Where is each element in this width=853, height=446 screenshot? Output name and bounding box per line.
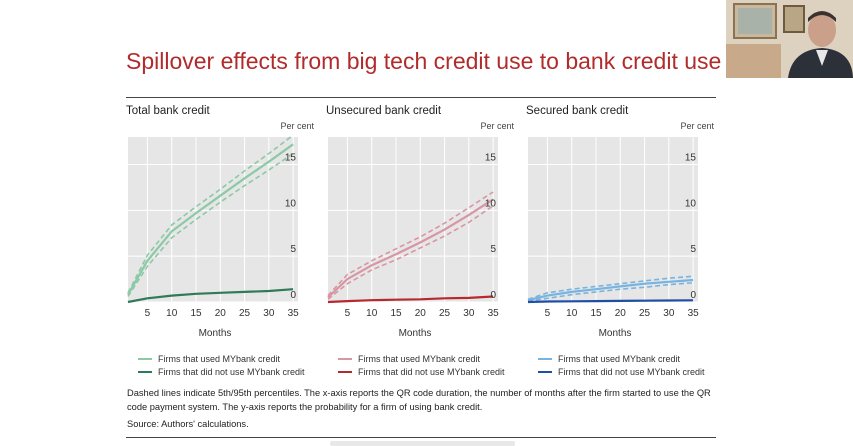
legend-label: Firms that did not use MYbank credit	[358, 366, 505, 377]
y-axis-label: Per cent	[680, 121, 714, 131]
legend-unsecured: Firms that used MYbank credit Firms that…	[338, 352, 528, 378]
x-tick-label: 30	[463, 308, 475, 319]
x-tick-label: 35	[488, 308, 500, 319]
legend-item: Firms that did not use MYbank credit	[138, 365, 328, 378]
plot-area	[328, 137, 498, 302]
x-tick-label: 5	[545, 308, 551, 319]
x-tick-label: 20	[615, 308, 627, 319]
bottom-rule	[126, 437, 716, 438]
legend-label: Firms that used MYbank credit	[558, 353, 681, 364]
chart-total-bank-credit: Per cent 0 5 10 15 5 10 15 20 25 30 35 Months	[127, 121, 314, 339]
y-tick-label: 0	[290, 290, 296, 301]
y-tick-label: 0	[690, 290, 696, 301]
x-tick-label: 10	[566, 308, 578, 319]
x-tick-label: 25	[239, 308, 251, 319]
chart-note: Dashed lines indicate 5th/95th percentil…	[127, 388, 711, 412]
y-tick-label: 10	[685, 198, 697, 209]
legend-item: Firms that used MYbank credit	[538, 352, 728, 365]
x-tick-label: 25	[439, 308, 451, 319]
legend-swatch	[538, 370, 552, 373]
chart-unsecured-bank-credit: Per cent 0 5 10 15 5 10 15 20 25 30 35 Months	[327, 121, 514, 339]
x-tick-label: 5	[345, 308, 351, 319]
series-not-used-line	[327, 295, 494, 304]
slide-title: Spillover effects from big tech credit u…	[126, 48, 722, 74]
y-axis-label: Per cent	[280, 121, 314, 131]
series-not-used-line	[527, 299, 694, 304]
chart-panel-unsecured: Unsecured bank credit Per cent 0 5 10 15 5 10 1…	[326, 97, 514, 347]
x-axis-label: Months	[399, 328, 432, 339]
x-tick-label: 25	[639, 308, 651, 319]
presenter-webcam	[726, 0, 853, 78]
y-tick-label: 10	[485, 198, 497, 209]
x-tick-label: 15	[390, 308, 402, 319]
y-tick-label: 10	[285, 198, 297, 209]
y-tick-label: 15	[485, 153, 497, 164]
series-used-line	[527, 278, 694, 302]
series-used-lower-band	[327, 205, 494, 300]
y-tick-label: 15	[685, 153, 697, 164]
panel-title: Unsecured bank credit	[326, 105, 442, 117]
series-used-upper-band	[327, 191, 494, 297]
x-axis-label: Months	[199, 328, 232, 339]
y-tick-label: 15	[285, 153, 297, 164]
panel-title: Total bank credit	[126, 105, 210, 117]
legend-label: Firms that did not use MYbank credit	[558, 366, 705, 377]
legend-item: Firms that did not use MYbank credit	[538, 365, 728, 378]
chart-panel-secured: Secured bank credit Per cent 0 5 10 15 5 10 15 2…	[526, 97, 714, 347]
plot-area	[128, 137, 298, 302]
x-tick-label: 15	[590, 308, 602, 319]
series-not-used-line	[127, 288, 294, 304]
y-tick-label: 5	[490, 244, 496, 255]
legend-label: Firms that used MYbank credit	[158, 353, 281, 364]
legend-label: Firms that did not use MYbank credit	[158, 366, 305, 377]
y-axis-label: Per cent	[480, 121, 514, 131]
chart-source: Source: Authors' calculations.	[127, 419, 249, 429]
top-rule	[126, 97, 716, 98]
x-tick-label: 35	[288, 308, 300, 319]
series-used-lower-band	[527, 282, 694, 302]
chart-panel-total: Total bank credit Per cent 0 5 10 15 5 10 15 20 2…	[126, 97, 314, 347]
legend-swatch	[138, 357, 152, 360]
x-tick-label: 15	[190, 308, 202, 319]
x-tick-label: 20	[415, 308, 427, 319]
x-tick-label: 10	[366, 308, 378, 319]
x-tick-label: 30	[663, 308, 675, 319]
legend-item: Firms that did not use MYbank credit	[338, 365, 528, 378]
x-tick-label: 10	[166, 308, 178, 319]
legend-total: Firms that used MYbank credit Firms that…	[138, 352, 328, 378]
series-used-lower-band	[127, 152, 294, 297]
legend-swatch	[338, 357, 352, 360]
x-axis-label: Months	[599, 328, 632, 339]
series-used-upper-band	[127, 134, 294, 294]
legend-swatch	[338, 370, 352, 373]
series-used-line	[327, 198, 494, 299]
legend-swatch	[538, 357, 552, 360]
legend-item: Firms that used MYbank credit	[338, 352, 528, 365]
legend-label: Firms that used MYbank credit	[358, 353, 481, 364]
x-tick-label: 5	[145, 308, 151, 319]
y-tick-label: 0	[490, 290, 496, 301]
y-tick-label: 5	[290, 244, 296, 255]
y-tick-label: 5	[690, 244, 696, 255]
panel-title: Secured bank credit	[526, 105, 629, 117]
player-bar	[330, 441, 515, 446]
legend-item: Firms that used MYbank credit	[138, 352, 328, 365]
x-tick-label: 35	[688, 308, 700, 319]
legend-secured: Firms that used MYbank credit Firms that…	[538, 352, 728, 378]
series-used-line	[127, 143, 294, 296]
legend-swatch	[138, 370, 152, 373]
series-used-upper-band	[527, 275, 694, 301]
x-tick-label: 20	[215, 308, 227, 319]
x-tick-label: 30	[263, 308, 275, 319]
chart-secured-bank-credit: Per cent 0 5 10 15 5 10 15 20 25 30 35 Months	[527, 121, 714, 339]
